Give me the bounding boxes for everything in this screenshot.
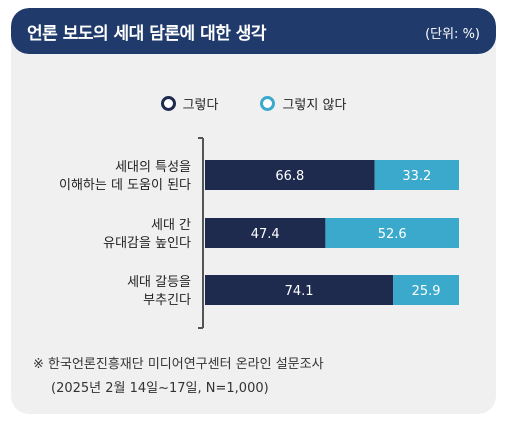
source-note: ※ 한국언론진흥재단 미디어연구센터 온라인 설문조사 (2025년 2월 14… bbox=[33, 353, 324, 401]
legend-label-agree: 그렇다 bbox=[182, 98, 219, 113]
chart-title: 언론 보도의 세대 담론에 대한 생각 bbox=[27, 24, 267, 44]
chart-legend: 그렇다 그렇지 않다 bbox=[11, 94, 496, 113]
category-label: 세대 간 유대감을 높인다 bbox=[103, 218, 191, 251]
source-note-line1: ※ 한국언론진흥재단 미디어연구센터 온라인 설문조사 bbox=[33, 357, 324, 372]
legend-item-disagree: 그렇지 않다 bbox=[260, 94, 346, 113]
source-note-line2: (2025년 2월 14일~17일, N=1,000) bbox=[51, 381, 269, 396]
chart-card: 언론 보도의 세대 담론에 대한 생각 (단위: %) 그렇다 그렇지 않다 세… bbox=[11, 8, 496, 414]
bar-agree bbox=[205, 275, 394, 305]
chart-header: 언론 보도의 세대 담론에 대한 생각 (단위: %) bbox=[11, 8, 496, 54]
data-label-agree: 66.8 bbox=[275, 169, 304, 184]
unit-label: (단위: %) bbox=[425, 27, 480, 42]
data-label-disagree: 25.9 bbox=[412, 284, 441, 299]
bar-disagree bbox=[374, 160, 459, 190]
legend-swatch-agree bbox=[160, 96, 176, 111]
category-label: 세대의 특성을 이해하는 데 도움이 된다 bbox=[59, 160, 191, 193]
chart-plot: 세대의 특성을 이해하는 데 도움이 된다 66.8 33.2 세대 간 유대감을 높인다… bbox=[59, 137, 459, 329]
data-label-agree: 74.1 bbox=[285, 284, 314, 299]
category-label: 세대 갈등을 부추긴다 bbox=[127, 275, 191, 308]
legend-item-agree: 그렇다 bbox=[160, 94, 219, 113]
data-label-disagree: 52.6 bbox=[378, 227, 407, 242]
legend-label-disagree: 그렇지 않다 bbox=[282, 98, 347, 113]
bar-disagree bbox=[393, 275, 459, 305]
bar-agree bbox=[205, 218, 326, 248]
data-label-agree: 47.4 bbox=[251, 227, 280, 242]
bar-disagree bbox=[325, 218, 459, 248]
bar-agree bbox=[205, 160, 375, 190]
legend-swatch-disagree bbox=[260, 96, 276, 111]
data-label-disagree: 33.2 bbox=[402, 169, 431, 184]
